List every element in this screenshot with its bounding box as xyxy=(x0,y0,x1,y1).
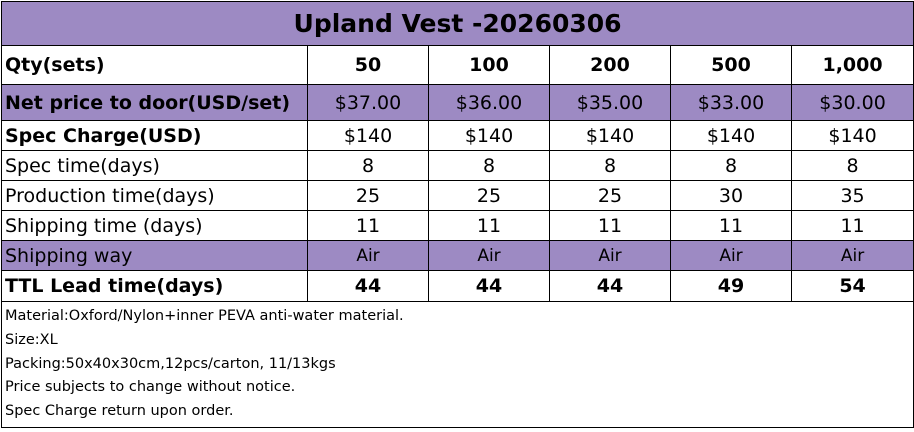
cell: 25 xyxy=(307,180,429,211)
notes: Material:Oxford/Nylon+inner PEVA anti-wa… xyxy=(0,301,914,428)
row-label: Production time(days) xyxy=(1,180,308,211)
cell: 11 xyxy=(790,210,914,241)
row-label: Spec time(days) xyxy=(1,150,308,181)
cell: 25 xyxy=(549,180,671,211)
row-label: Qty(sets) xyxy=(1,45,308,85)
row-label: Shipping time (days) xyxy=(1,210,308,241)
cell: 8 xyxy=(549,150,671,181)
note-line: Material:Oxford/Nylon+inner PEVA anti-wa… xyxy=(5,308,404,324)
cell: $140 xyxy=(670,120,792,151)
cell: 44 xyxy=(307,270,429,302)
cell: $30.00 xyxy=(790,84,914,121)
cell: $33.00 xyxy=(670,84,792,121)
row-label: Spec Charge(USD) xyxy=(1,120,308,151)
note-line: Size:XL xyxy=(5,331,58,348)
cell: Air xyxy=(549,240,671,271)
cell: 30 xyxy=(670,180,792,211)
row-label: Net price to door(USD/set) xyxy=(1,84,308,121)
cell: $35.00 xyxy=(549,84,671,121)
cell: 8 xyxy=(428,150,550,181)
cell: Air xyxy=(790,240,914,271)
cell: Air xyxy=(428,240,550,271)
table-row: Qty(sets) 50 100 200 500 1,000 xyxy=(1,45,914,85)
cell: 54 xyxy=(790,270,914,302)
cell: $36.00 xyxy=(428,84,550,121)
cell: 8 xyxy=(790,150,914,181)
cell: 500 xyxy=(670,45,792,85)
table-row: TTL Lead time(days) 44 44 44 49 54 xyxy=(1,270,914,302)
note-line: Packing:50x40x30cm,12pcs/carton, 11/13kg… xyxy=(5,355,336,372)
table-row: Spec Charge(USD) $140 $140 $140 $140 $140 xyxy=(1,120,914,151)
cell: $140 xyxy=(549,120,671,151)
table-title: Upland Vest -20260306 xyxy=(0,1,914,46)
row-label: TTL Lead time(days) xyxy=(1,270,308,302)
table-row: Shipping time (days) 11 11 11 11 11 xyxy=(1,210,914,241)
cell: 50 xyxy=(307,45,429,85)
note-line: Spec Charge return upon order. xyxy=(5,403,234,420)
cell: $140 xyxy=(428,120,550,151)
cell: 200 xyxy=(549,45,671,85)
cell: 11 xyxy=(670,210,792,241)
cell: 11 xyxy=(307,210,429,241)
cell: 1,000 xyxy=(790,45,914,85)
cell: 44 xyxy=(428,270,550,302)
row-label: Shipping way xyxy=(1,240,308,271)
cell: $140 xyxy=(307,120,429,151)
table-row: Shipping way Air Air Air Air Air xyxy=(1,240,914,271)
cell: 35 xyxy=(790,180,914,211)
notes-row: Material:Oxford/Nylon+inner PEVA anti-wa… xyxy=(0,301,914,428)
table-row: Spec time(days) 8 8 8 8 8 xyxy=(1,150,914,181)
cell: 8 xyxy=(670,150,792,181)
cell: $37.00 xyxy=(307,84,429,121)
note-line: Price subjects to change without notice. xyxy=(5,379,296,396)
table-row: Production time(days) 25 25 25 30 35 xyxy=(1,180,914,211)
table-row: Net price to door(USD/set) $37.00 $36.00 $3… xyxy=(1,84,914,121)
cell: 49 xyxy=(670,270,792,302)
cell: 8 xyxy=(307,150,429,181)
cell: 25 xyxy=(428,180,550,211)
cell: 100 xyxy=(428,45,550,85)
cell: 11 xyxy=(428,210,550,241)
cell: $140 xyxy=(790,120,914,151)
cell: 11 xyxy=(549,210,671,241)
cell: Air xyxy=(670,240,792,271)
cell: 44 xyxy=(549,270,671,302)
cell: Air xyxy=(307,240,429,271)
